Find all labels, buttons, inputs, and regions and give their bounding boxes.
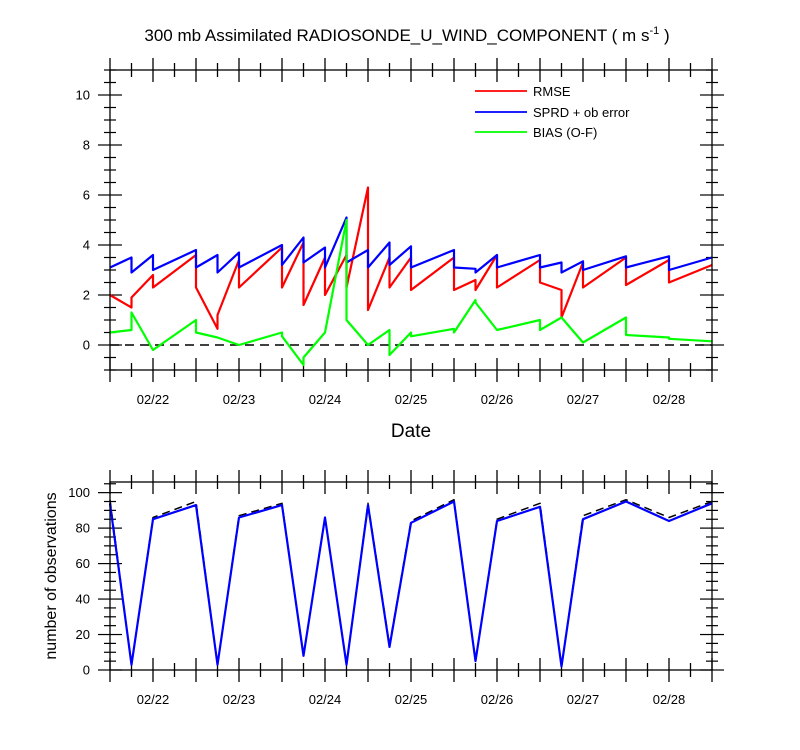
y-tick-label: 8 [83, 138, 90, 153]
x-tick-label: 02/28 [653, 692, 686, 707]
y-tick-label: 100 [68, 485, 90, 500]
y-tick-label: 6 [83, 188, 90, 203]
x-tick-label: 02/25 [395, 392, 428, 407]
series-line-rmse [109, 186, 713, 330]
y-tick-label: 2 [83, 288, 90, 303]
legend-label-sprd: SPRD + ob error [533, 105, 630, 120]
legend: RMSE SPRD + ob error BIAS (O-F) [475, 84, 630, 140]
bottom-xtick-labels: 02/22 02/23 02/24 02/25 02/26 02/27 02/28 [137, 692, 686, 707]
series-line-obs-used [108, 500, 713, 668]
x-tick-label: 02/22 [137, 392, 170, 407]
y-tick-label: 0 [83, 338, 90, 353]
x-tick-label: 02/24 [309, 692, 342, 707]
top-series [109, 186, 713, 367]
x-tick-label: 02/26 [481, 392, 514, 407]
x-tick-label: 02/25 [395, 692, 428, 707]
series-line-sprd-ob-error [109, 216, 713, 274]
y-tick-label: 10 [76, 88, 90, 103]
y-tick-label: 80 [76, 521, 90, 536]
y-tick-label: 40 [76, 592, 90, 607]
legend-label-bias: BIAS (O-F) [533, 125, 597, 140]
x-tick-label: 02/27 [567, 692, 600, 707]
x-tick-label: 02/23 [223, 392, 256, 407]
x-tick-label: 02/26 [481, 692, 514, 707]
x-tick-label: 02/27 [567, 392, 600, 407]
chart-title-main: 300 mb Assimilated RADIOSONDE_U_WIND_COM… [144, 26, 649, 45]
bottom-ytick-labels: 0 20 40 60 80 100 [68, 485, 90, 677]
chart-title-end: ) [659, 26, 669, 45]
y-axis-title-observations: number of observations [43, 492, 60, 659]
chart-title-superscript: -1 [649, 25, 659, 37]
y-tick-label: 60 [76, 556, 90, 571]
x-axis-title: Date [391, 421, 431, 442]
legend-label-rmse: RMSE [533, 84, 571, 99]
y-tick-label: 4 [83, 238, 90, 253]
bottom-plot-frame [109, 481, 713, 671]
bottom-ticks [98, 470, 724, 682]
bottom-series [108, 498, 713, 668]
chart-title: 300 mb Assimilated RADIOSONDE_U_WIND_COM… [144, 25, 669, 45]
y-tick-label: 20 [76, 627, 90, 642]
x-tick-label: 02/24 [309, 392, 342, 407]
x-tick-label: 02/23 [223, 692, 256, 707]
x-tick-label: 02/22 [137, 692, 170, 707]
y-tick-label: 0 [83, 663, 90, 678]
top-xtick-labels: 02/22 02/23 02/24 02/25 02/26 02/27 02/28 [137, 392, 686, 407]
top-plot-frame [109, 69, 713, 371]
x-tick-label: 02/28 [653, 392, 686, 407]
top-ytick-labels: 0 2 4 6 8 10 [76, 88, 90, 353]
series-line-bias-o-f [109, 218, 713, 367]
